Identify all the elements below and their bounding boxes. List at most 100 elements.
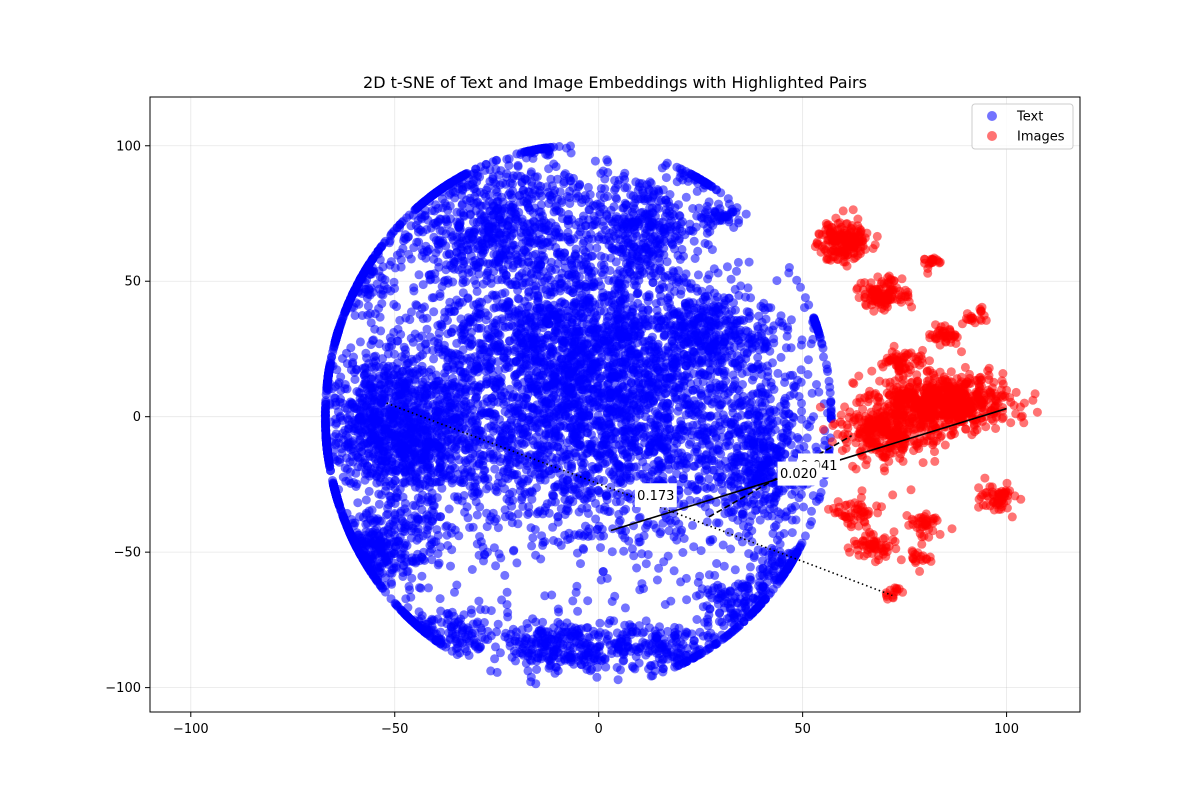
data-point: [505, 188, 515, 198]
data-point: [575, 279, 585, 289]
data-point: [804, 300, 814, 310]
data-point: [475, 258, 485, 267]
data-point: [505, 178, 515, 188]
data-point: [797, 398, 806, 408]
data-point: [488, 449, 498, 459]
data-point: [649, 396, 658, 406]
data-point: [648, 520, 658, 530]
data-point: [541, 430, 551, 440]
data-point: [560, 263, 570, 273]
data-point: [618, 382, 628, 392]
data-point: [669, 532, 679, 542]
data-point: [800, 531, 810, 541]
data-point: [679, 251, 688, 261]
data-point: [652, 575, 662, 585]
data-point: [596, 260, 606, 270]
data-point: [669, 385, 678, 395]
data-point: [662, 257, 672, 267]
data-point: [537, 218, 547, 228]
data-point: [530, 203, 540, 213]
data-point: [502, 154, 512, 164]
data-point: [452, 207, 462, 217]
data-point: [565, 237, 575, 247]
data-point: [646, 221, 656, 231]
data-point: [654, 421, 664, 431]
data-point: [582, 487, 592, 496]
data-point: [625, 349, 635, 359]
data-point: [806, 415, 816, 425]
data-point: [463, 294, 473, 304]
data-point: [562, 280, 572, 290]
data-point: [483, 259, 493, 269]
data-point: [472, 364, 482, 374]
data-point: [508, 495, 518, 505]
data-point: [574, 507, 584, 517]
data-point: [814, 387, 824, 397]
data-point: [598, 567, 608, 577]
data-point: [704, 441, 714, 451]
data-point: [626, 190, 636, 200]
data-point: [434, 328, 444, 338]
data-point: [578, 408, 588, 417]
data-point: [630, 198, 639, 208]
data-point: [508, 407, 518, 417]
data-point: [568, 596, 578, 606]
data-point: [545, 445, 554, 455]
data-point: [536, 554, 546, 564]
data-point: [650, 436, 660, 446]
data-point: [707, 245, 717, 255]
data-point: [465, 523, 475, 532]
data-point: [693, 246, 703, 256]
data-point: [540, 397, 550, 407]
data-point: [571, 452, 581, 462]
data-point: [587, 461, 597, 471]
data-point: [524, 415, 534, 425]
data-point: [603, 507, 613, 517]
data-point: [672, 371, 682, 381]
data-point: [661, 378, 670, 388]
data-point: [450, 377, 460, 387]
data-point: [637, 579, 647, 589]
data-point: [537, 277, 547, 287]
data-point: [616, 280, 626, 290]
data-point: [485, 347, 495, 357]
data-point: [560, 530, 570, 540]
data-point: [414, 270, 424, 280]
data-point: [611, 257, 621, 267]
data-point: [537, 316, 546, 326]
data-point: [500, 407, 510, 417]
data-point: [466, 314, 476, 324]
data-point: [498, 266, 508, 276]
data-point: [674, 210, 684, 220]
data-point: [733, 257, 743, 267]
data-point: [560, 510, 570, 519]
data-point: [548, 392, 558, 402]
data-point: [598, 166, 608, 176]
data-point: [610, 185, 620, 195]
data-point: [493, 275, 503, 285]
data-point: [689, 236, 699, 246]
data-point: [512, 418, 522, 428]
data-point: [581, 470, 591, 480]
data-point: [578, 238, 588, 248]
data-point: [808, 491, 818, 501]
data-point: [553, 480, 563, 490]
data-point: [445, 249, 454, 259]
data-point: [457, 372, 467, 382]
data-point: [620, 183, 630, 193]
data-point: [523, 203, 533, 213]
data-point: [551, 456, 561, 465]
data-point: [605, 228, 615, 238]
data-point: [530, 323, 540, 333]
data-point: [539, 418, 549, 428]
data-point: [492, 187, 502, 197]
data-point: [502, 169, 512, 179]
data-point: [448, 277, 458, 287]
data-point: [566, 422, 575, 432]
data-point: [620, 175, 630, 185]
data-point: [508, 171, 518, 181]
data-point: [546, 290, 556, 300]
data-point: [429, 354, 439, 364]
data-point: [435, 235, 445, 245]
data-point: [573, 182, 583, 192]
